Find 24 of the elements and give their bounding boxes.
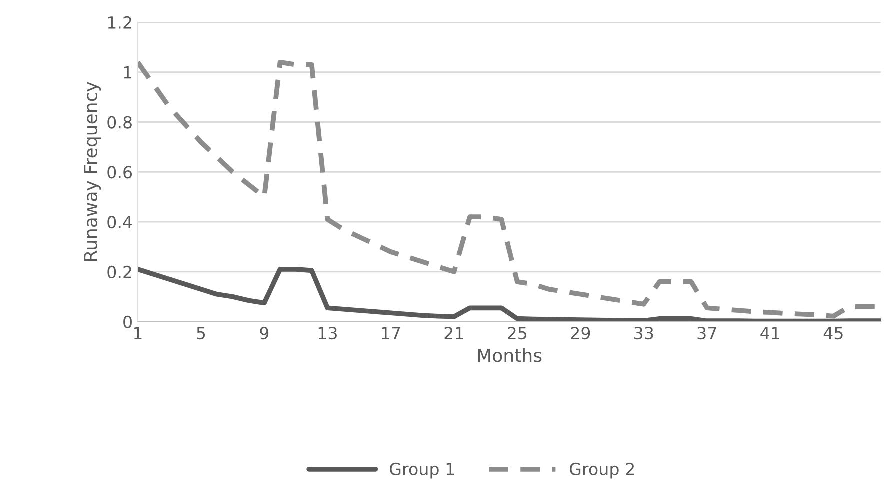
- x-tick-label: 29: [571, 327, 590, 340]
- y-tick-label: 0.2: [108, 266, 132, 279]
- x-tick-label: 25: [508, 327, 527, 340]
- x-tick-label: 33: [634, 327, 654, 340]
- x-tick-label: 45: [824, 327, 843, 340]
- x-tick-label: 37: [698, 327, 716, 340]
- x-tick-label: 41: [760, 327, 780, 340]
- y-tick-label: 0.4: [108, 216, 132, 229]
- x-tick-label: 13: [318, 327, 337, 340]
- y-axis-title: Runaway Frequency: [84, 82, 102, 261]
- x-tick-label: 5: [197, 327, 206, 340]
- y-tick-label: 0.6: [108, 166, 132, 179]
- legend-label: Group 1: [390, 462, 454, 479]
- legend-label: Group 2: [570, 462, 634, 479]
- x-tick-label: 21: [444, 327, 464, 340]
- y-tick-label: 1: [124, 66, 132, 79]
- y-tick-label: 0: [124, 316, 132, 328]
- x-tick-label: 1: [134, 327, 142, 340]
- x-tick-label: 17: [382, 327, 400, 340]
- x-axis-title: Months: [478, 348, 542, 362]
- x-tick-label: 9: [260, 327, 269, 340]
- y-tick-label: 1.2: [108, 16, 132, 29]
- y-tick-label: 0.8: [108, 116, 132, 129]
- line-series: [138, 267, 882, 322]
